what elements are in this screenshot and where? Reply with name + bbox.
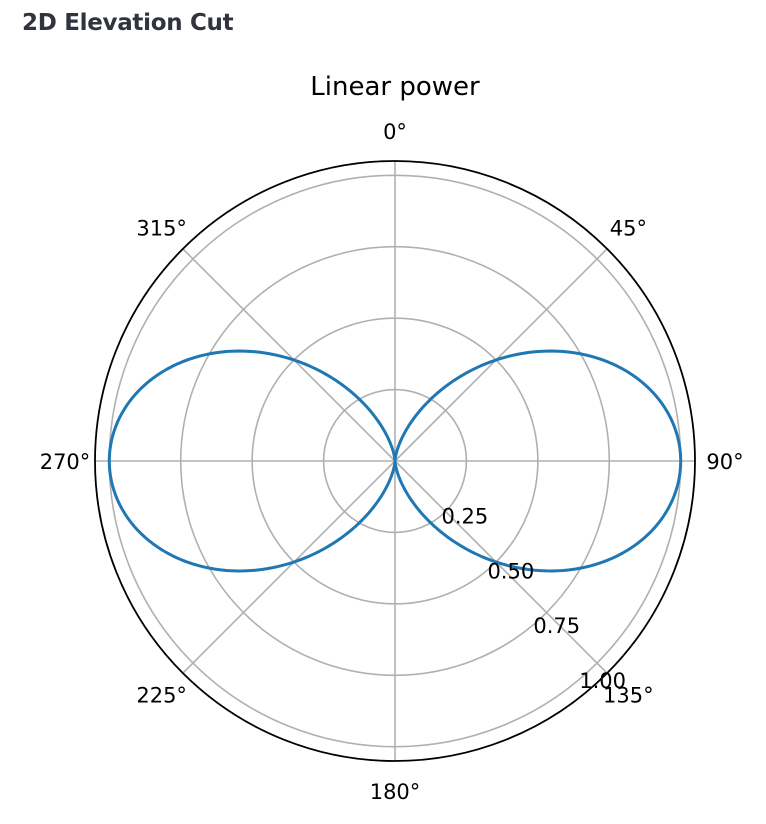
theta-grid-line: [394, 460, 608, 674]
theta-grid-line: [394, 248, 608, 462]
theta-grid-line: [182, 248, 396, 462]
chart-title: Linear power: [310, 72, 480, 102]
r-tick-label: 0.25: [442, 505, 489, 529]
r-tick-label: 0.75: [533, 614, 580, 638]
r-tick-label: 0.50: [487, 559, 534, 583]
section-heading: 2D Elevation Cut: [22, 10, 234, 36]
series-layer: [107, 349, 683, 573]
tick-labels: 0° 45° 90° 135° 180° 225° 270° 315° 0.25 0.50 0.75…: [40, 120, 744, 804]
polar-grid: [94, 160, 696, 762]
r-tick-label: 1.00: [579, 669, 626, 693]
polar-spine: [94, 160, 696, 762]
theta-tick-label: 225°: [136, 683, 187, 707]
theta-tick-label: 90°: [706, 450, 743, 474]
theta-tick-label: 0°: [383, 120, 407, 144]
theta-tick-label: 135°: [603, 683, 654, 707]
series-line: [107, 349, 683, 573]
theta-tick-label: 45°: [610, 217, 647, 241]
theta-tick-label: 315°: [136, 217, 187, 241]
theta-tick-label: 180°: [370, 780, 421, 804]
theta-tick-label: 270°: [40, 450, 91, 474]
theta-grid-line: [182, 460, 396, 674]
